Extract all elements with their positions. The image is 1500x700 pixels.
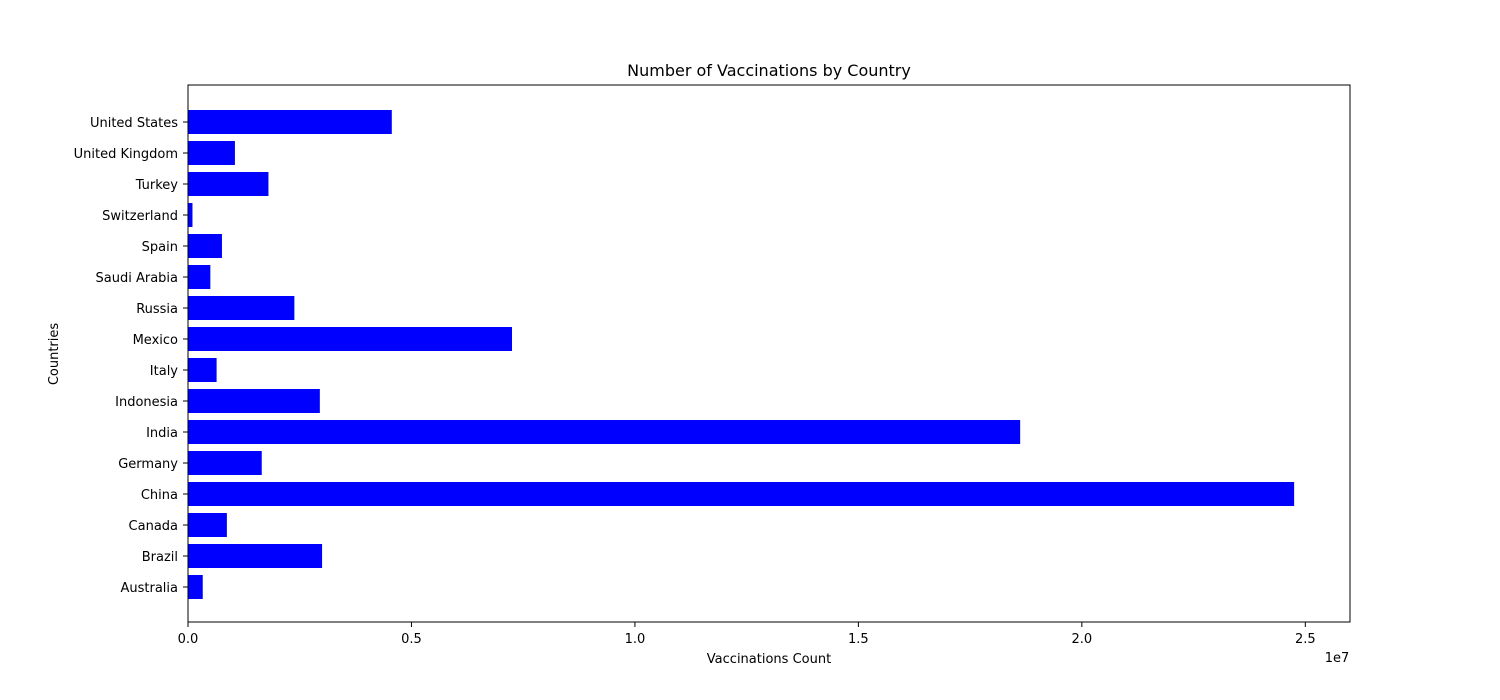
bar-canada (188, 513, 227, 537)
x-axis-offset-label: 1e7 (1325, 651, 1350, 666)
y-tick-label-spain: Spain (142, 240, 178, 255)
x-axis: 0.0 0.5 1.0 1.5 2.0 2.5 (178, 622, 1316, 647)
y-tick-label-italy: Italy (150, 364, 179, 379)
x-tick-label-1: 0.5 (401, 632, 422, 647)
bar-indonesia (188, 389, 320, 413)
y-tick-label-china: China (141, 488, 178, 503)
bar-brazil (188, 544, 323, 568)
bar-mexico (188, 327, 513, 351)
x-axis-title: Vaccinations Count (707, 652, 831, 667)
x-tick-label-5: 2.5 (1295, 632, 1316, 647)
bar-turkey (188, 172, 269, 196)
y-axis: Australia Brazil Canada China Germany India In… (74, 116, 188, 596)
x-tick-label-2: 1.0 (625, 632, 646, 647)
y-tick-label-mexico: Mexico (133, 333, 178, 348)
x-tick-label-3: 1.5 (848, 632, 869, 647)
y-tick-label-united-kingdom: United Kingdom (74, 147, 178, 162)
y-tick-label-russia: Russia (136, 302, 178, 317)
bar-spain (188, 234, 222, 258)
x-tick-label-0: 0.0 (178, 632, 199, 647)
y-tick-label-united-states: United States (90, 116, 178, 131)
bar-china (188, 482, 1295, 506)
bar-saudi-arabia (188, 265, 211, 289)
bar-russia (188, 296, 295, 320)
y-tick-label-saudi-arabia: Saudi Arabia (96, 271, 179, 286)
bar-united-states (188, 110, 392, 134)
bars-group (188, 110, 1295, 599)
y-tick-label-indonesia: Indonesia (115, 395, 178, 410)
bar-india (188, 420, 1021, 444)
y-tick-label-india: India (146, 426, 178, 441)
y-tick-label-turkey: Turkey (135, 178, 179, 193)
x-tick-label-4: 2.0 (1072, 632, 1093, 647)
chart-title: Number of Vaccinations by Country (627, 61, 911, 80)
y-tick-label-australia: Australia (120, 581, 178, 596)
y-tick-label-switzerland: Switzerland (102, 209, 178, 224)
y-tick-label-germany: Germany (118, 457, 178, 472)
bar-switzerland (188, 203, 193, 227)
plot-area-frame (187, 84, 1351, 623)
y-tick-label-canada: Canada (129, 519, 178, 534)
y-tick-label-brazil: Brazil (142, 550, 178, 565)
bar-germany (188, 451, 262, 475)
bar-italy (188, 358, 217, 382)
y-axis-title: Countries (47, 323, 62, 386)
bar-australia (188, 575, 203, 599)
bar-united-kingdom (188, 141, 235, 165)
